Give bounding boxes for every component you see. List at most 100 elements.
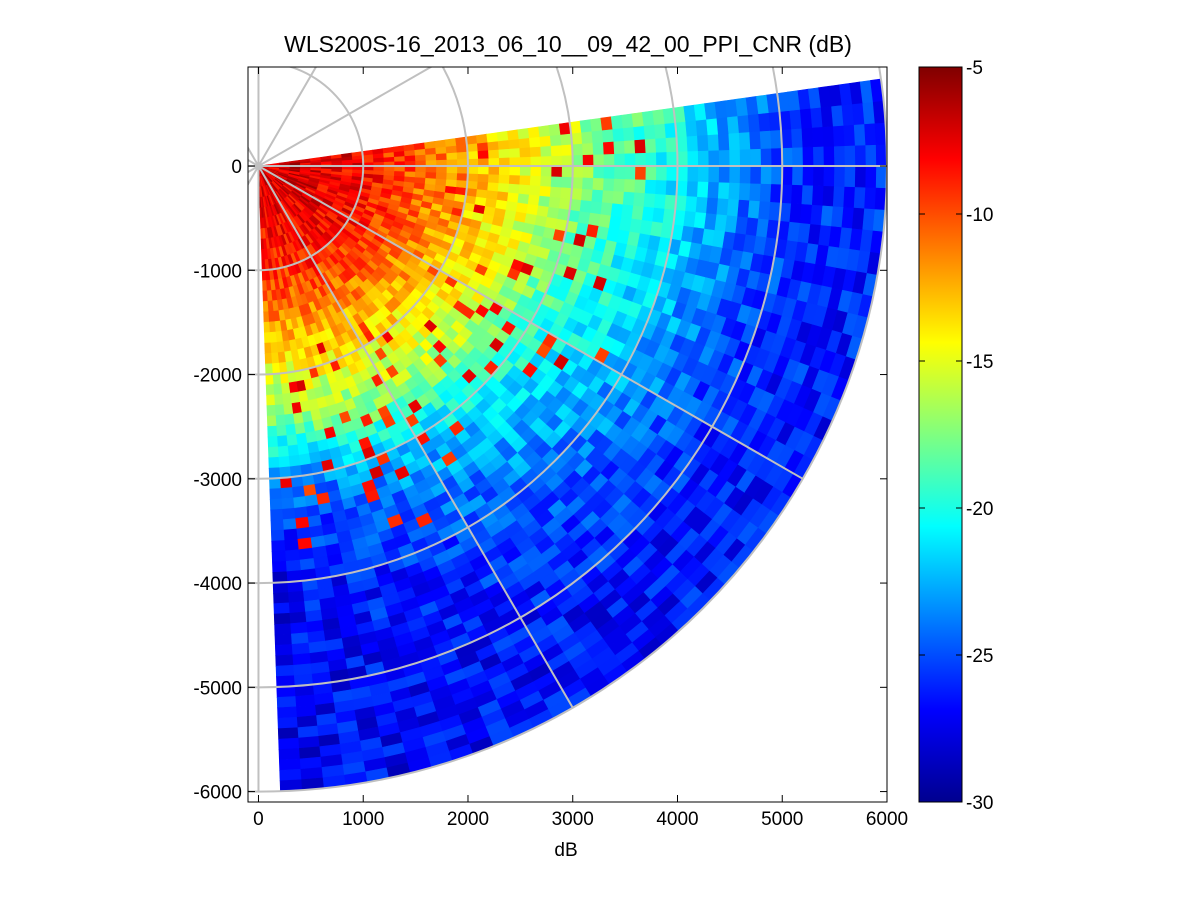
cnr-cell: [276, 424, 288, 437]
cnr-cell: [283, 528, 299, 541]
colorbar-ticks: -5 -10 -15 -20 -25 -30: [919, 58, 993, 814]
cnr-cell: [530, 155, 542, 167]
cnr-cell: [603, 165, 615, 179]
cnr-cell: [518, 137, 531, 149]
cnr-cell: [572, 154, 584, 167]
cnr-cell: [274, 393, 284, 406]
cnr-cell: [760, 165, 773, 185]
cnr-cell: [266, 394, 276, 406]
cnr-cell: [571, 143, 584, 156]
cnr-cell: [676, 165, 689, 182]
cnr-cell: [540, 175, 552, 187]
cnr-cell: [457, 165, 469, 174]
cnr-cell: [738, 182, 751, 201]
cnr-cell: [789, 109, 803, 130]
cnr-cell: [526, 203, 539, 216]
y-tick-label: -6000: [193, 783, 242, 804]
cnr-cell: [789, 202, 803, 224]
cnr-cell: [529, 136, 541, 148]
cnr-cell: [264, 352, 273, 365]
cnr-cell: [634, 138, 647, 154]
cnr-cell: [517, 127, 530, 140]
cnr-cell: [665, 179, 678, 196]
cnr-cell: [268, 456, 280, 469]
cnr-cell: [275, 654, 294, 667]
cnr-cell: [529, 175, 542, 187]
cnr-cell: [695, 196, 709, 214]
cnr-cell: [496, 130, 509, 142]
cnr-cell: [820, 105, 834, 128]
cnr-cell: [264, 342, 272, 354]
cnr-cell: [516, 201, 529, 214]
cnr-cell: [277, 727, 299, 740]
cnr-cell: [283, 518, 298, 531]
cnr-cell: [457, 158, 469, 167]
cnr-cell: [478, 157, 490, 167]
cnr-cell: [549, 186, 562, 198]
cnr-cell: [291, 632, 310, 645]
cnr-cell: [614, 152, 626, 167]
cnr-cell: [404, 170, 416, 178]
cnr-cell: [655, 179, 668, 195]
cnr-cell: [717, 181, 730, 200]
cnr-cell: [631, 204, 645, 221]
cnr-cell: [425, 153, 437, 161]
cnr-cell: [268, 467, 281, 479]
cnr-cell: [530, 165, 542, 177]
cnr-cell: [296, 527, 312, 540]
cnr-cell: [456, 179, 468, 189]
cnr-cell: [271, 550, 287, 563]
cnr-cell: [425, 171, 437, 179]
cnr-cell: [613, 140, 626, 154]
cnr-cell: [486, 189, 499, 200]
cnr-cell: [280, 487, 294, 500]
cnr-cell: [295, 694, 316, 708]
cnr-cell: [771, 165, 783, 185]
cnr-cell: [285, 559, 302, 572]
cnr-cell: [296, 704, 317, 718]
cnr-cell: [445, 178, 458, 188]
x-axis-label: dB: [554, 840, 577, 861]
cnr-cell: [843, 124, 856, 146]
cnr-cell: [284, 538, 300, 552]
cnr-cell: [561, 154, 574, 167]
cnr-cell: [600, 116, 614, 131]
cnr-cell: [273, 592, 290, 604]
cnr-cell: [738, 131, 751, 150]
cnr-cell: [505, 200, 519, 212]
cnr-cell: [822, 125, 835, 147]
cnr-cell: [269, 477, 282, 490]
cnr-cell: [854, 144, 867, 167]
cnr-cell: [403, 143, 416, 152]
polar-grid: [248, 67, 887, 793]
cnr-cell: [697, 134, 709, 152]
cnr-cell: [424, 177, 437, 185]
cnr-cell: [466, 142, 479, 152]
cnr-cell: [760, 147, 773, 167]
colorbar-tick-label: -20: [966, 499, 993, 520]
cnr-cell: [579, 199, 593, 213]
cnr-cell: [865, 165, 877, 188]
x-tick-label: 4000: [656, 809, 698, 830]
cnr-cell: [293, 663, 313, 676]
cnr-cell: [498, 174, 511, 184]
chart-title: WLS200S-16_2013_06_10__09_42_00_PPI_CNR …: [284, 31, 852, 57]
cnr-cell: [548, 196, 561, 209]
y-tick-label: -2000: [193, 366, 242, 387]
cnr-cell: [264, 332, 272, 344]
cnr-cell: [276, 696, 297, 709]
cnr-cell: [716, 197, 730, 216]
cnr-cell: [517, 192, 530, 205]
cnr-cell: [539, 135, 552, 147]
cnr-cell: [498, 148, 511, 158]
cnr-cell: [272, 373, 282, 385]
cnr-cell: [508, 147, 521, 158]
cnr-cell: [832, 185, 846, 208]
cnr-cell: [519, 146, 531, 158]
cnr-cell: [294, 506, 309, 519]
cnr-cell: [288, 454, 302, 468]
cnr-cell: [572, 165, 584, 178]
x-axis: 0 1000 2000 3000 4000 5000 6000: [253, 67, 908, 830]
y-tick-label: -5000: [193, 678, 242, 699]
